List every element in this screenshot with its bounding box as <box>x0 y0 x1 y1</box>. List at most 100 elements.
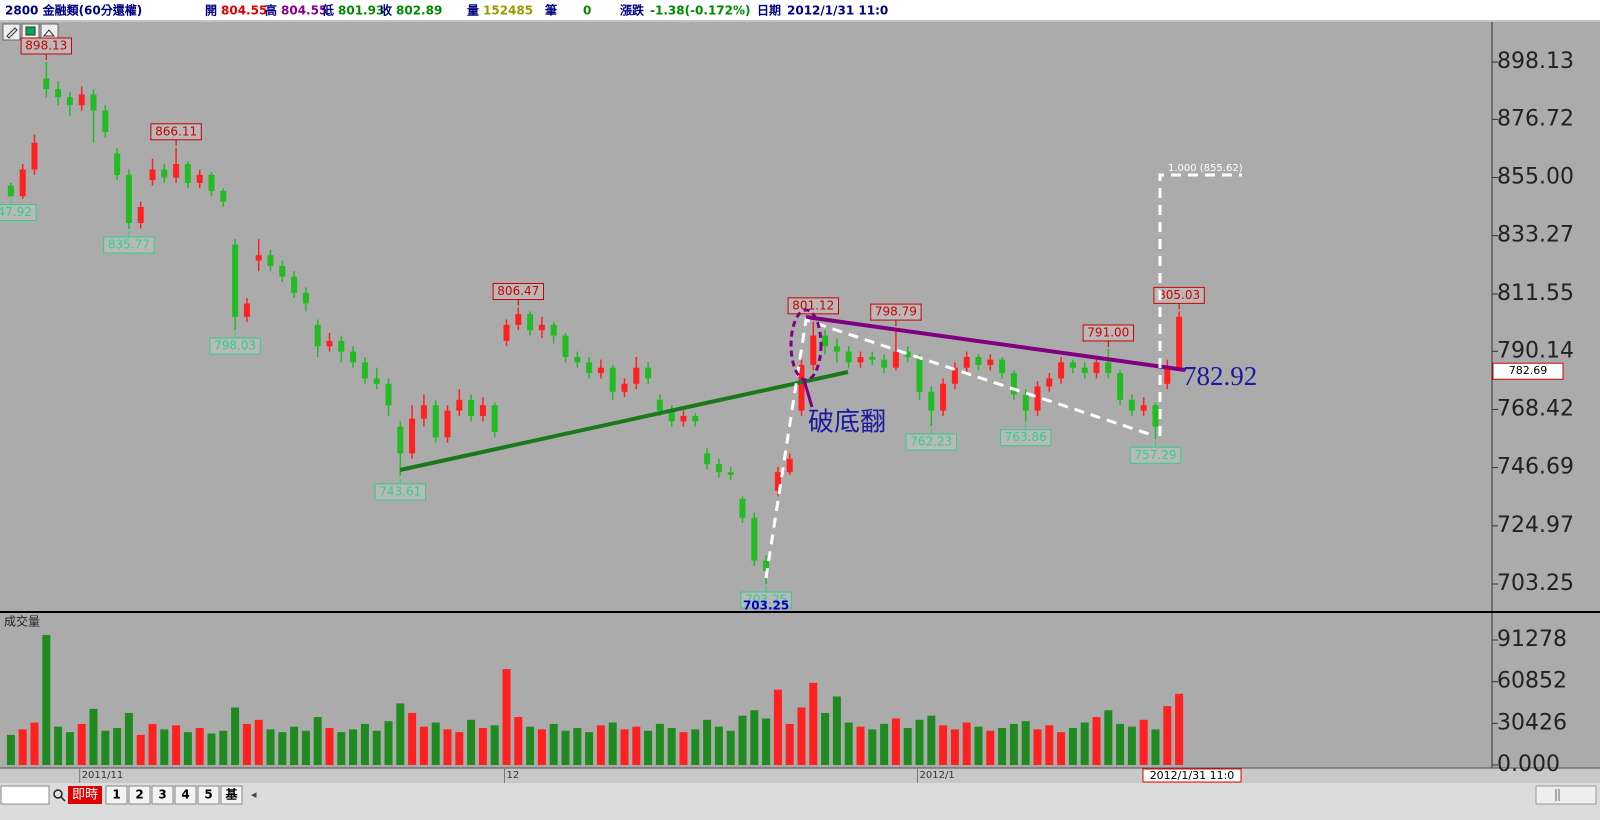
volume-bar <box>1139 719 1148 765</box>
candle-body <box>184 164 191 183</box>
scroll-left[interactable]: ◂ <box>251 788 257 801</box>
volume-bar <box>431 722 440 765</box>
symbol-input[interactable] <box>0 785 50 805</box>
volume-bar <box>679 732 688 765</box>
candle-body <box>786 458 793 473</box>
extreme-label-box <box>374 483 427 501</box>
candle-body <box>621 383 628 392</box>
grid-layer: 898.13 876.72 855.00 833.27 811.55 790.14 768.… <box>79 49 1574 783</box>
candle-body <box>255 255 262 261</box>
header-value: 0 <box>583 4 591 18</box>
candle-body <box>798 365 805 411</box>
candle-body <box>763 560 770 572</box>
toolbar-button[interactable] <box>128 785 151 805</box>
candle-body <box>1022 394 1029 411</box>
candle-body <box>515 314 522 325</box>
toolbar-button-label: 5 <box>204 788 212 802</box>
volume-bar <box>478 728 487 765</box>
volume-bar <box>644 730 653 765</box>
extreme-label-box <box>1153 286 1205 304</box>
header-value: 804.55 <box>221 4 267 18</box>
live-button-label: 即時 <box>72 788 98 803</box>
volume-bar <box>773 689 782 765</box>
volume-bar <box>691 729 700 765</box>
volume-bar <box>396 703 405 765</box>
volume-bar <box>278 732 287 765</box>
volume-bar <box>950 729 959 765</box>
extreme-label: 762.23 <box>910 435 952 449</box>
volume-bar <box>561 730 570 765</box>
candle-body <box>196 174 203 183</box>
candle-body <box>43 78 50 90</box>
candle-body <box>715 464 722 473</box>
candle-body <box>597 367 604 374</box>
pattern-line <box>764 318 1156 579</box>
extreme-label-box <box>0 203 37 221</box>
toolbar-button[interactable] <box>197 785 220 805</box>
search-icon[interactable] <box>53 789 63 799</box>
volume-bar <box>18 729 27 765</box>
candle-body <box>538 324 545 331</box>
candle-body <box>66 97 73 106</box>
header-value: 801.93 <box>338 4 384 18</box>
toolbar-button[interactable] <box>105 785 128 805</box>
candle-body <box>1140 405 1147 411</box>
extreme-label-box <box>103 236 155 254</box>
live-button[interactable] <box>68 786 102 804</box>
resistance-line <box>805 315 1186 372</box>
candle-body <box>586 362 593 374</box>
y-tick-label: 790.14 <box>1497 338 1574 363</box>
volume-bar <box>726 730 735 765</box>
volume-bar <box>1045 725 1054 765</box>
candle-body <box>409 418 416 454</box>
volume-bar <box>891 718 900 765</box>
volume-bar <box>1163 706 1172 765</box>
toolbar-button[interactable] <box>220 785 243 805</box>
extreme-label-box <box>740 591 792 609</box>
volume-bar <box>360 723 369 765</box>
extreme-label: 791.00 <box>1087 325 1129 339</box>
current-price-box <box>1492 362 1564 380</box>
toolbar-button[interactable] <box>151 785 174 805</box>
extreme-label-box <box>492 283 545 301</box>
volume-bar <box>124 712 133 765</box>
header-value: 802.89 <box>396 4 442 18</box>
candle-body <box>302 292 309 304</box>
volume-bar <box>6 734 15 765</box>
scrollbar[interactable] <box>1535 785 1597 805</box>
candle-body <box>904 351 911 357</box>
candle-body <box>845 351 852 363</box>
volume-bar <box>1068 728 1077 765</box>
volume-tick-label: 30426 <box>1497 710 1567 735</box>
volume-bar <box>136 734 145 765</box>
extreme-label: 763.86 <box>1005 430 1047 444</box>
drawings <box>399 173 1242 579</box>
candle-body <box>987 359 994 366</box>
volume-bar <box>1127 726 1136 765</box>
volume-bar <box>526 726 535 765</box>
y-tick-label: 768.42 <box>1497 396 1574 421</box>
candle-body <box>350 351 357 363</box>
candle-body <box>1128 399 1135 411</box>
candle-body <box>125 174 132 224</box>
candle-body <box>727 472 734 475</box>
candle-body <box>1164 367 1171 384</box>
volume-bar <box>231 707 240 765</box>
volume-bar <box>1092 717 1101 765</box>
volume-bar <box>514 717 523 765</box>
current-price: 782.69 <box>1509 364 1548 377</box>
toolbar-button[interactable] <box>174 785 197 805</box>
extreme-label: 805.03 <box>1158 288 1200 302</box>
candle-body <box>279 265 286 277</box>
header-label: 日期 <box>757 3 781 18</box>
extreme-label: 801.12 <box>792 298 834 312</box>
candle-body <box>892 351 899 368</box>
toolbar-button-label: 基 <box>224 787 238 802</box>
candle-body <box>1152 405 1159 427</box>
candle-body <box>267 255 274 266</box>
candle-body <box>503 324 510 341</box>
y-tick-label: 703.25 <box>1497 571 1574 596</box>
header-bar <box>0 0 1600 21</box>
header-value: -1.38(-0.172%) <box>650 4 751 18</box>
